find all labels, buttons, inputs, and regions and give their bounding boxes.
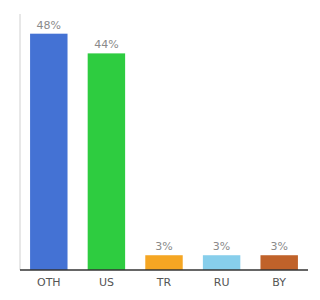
x-tick-label: US <box>99 276 114 289</box>
x-tick-label: TR <box>156 276 172 289</box>
x-axis-line <box>20 269 308 271</box>
data-label: 3% <box>155 240 172 253</box>
x-tick-label: BY <box>272 276 286 289</box>
chart-container: OTH US TR RU BY 48% 44% 3% 3% 3% <box>0 0 320 300</box>
bar <box>203 255 240 270</box>
y-axis-line <box>20 14 21 270</box>
data-label: 3% <box>213 240 230 253</box>
data-label: 44% <box>94 38 118 51</box>
bar <box>88 53 125 270</box>
bar <box>30 34 67 270</box>
bar <box>260 255 297 270</box>
x-tick-label: OTH <box>37 276 61 289</box>
x-tick-label: RU <box>214 276 230 289</box>
chart: OTH US TR RU BY 48% 44% 3% 3% 3% <box>0 0 320 300</box>
data-label: 48% <box>37 19 61 32</box>
bar <box>145 255 182 270</box>
bars <box>30 34 298 270</box>
data-label: 3% <box>270 240 287 253</box>
